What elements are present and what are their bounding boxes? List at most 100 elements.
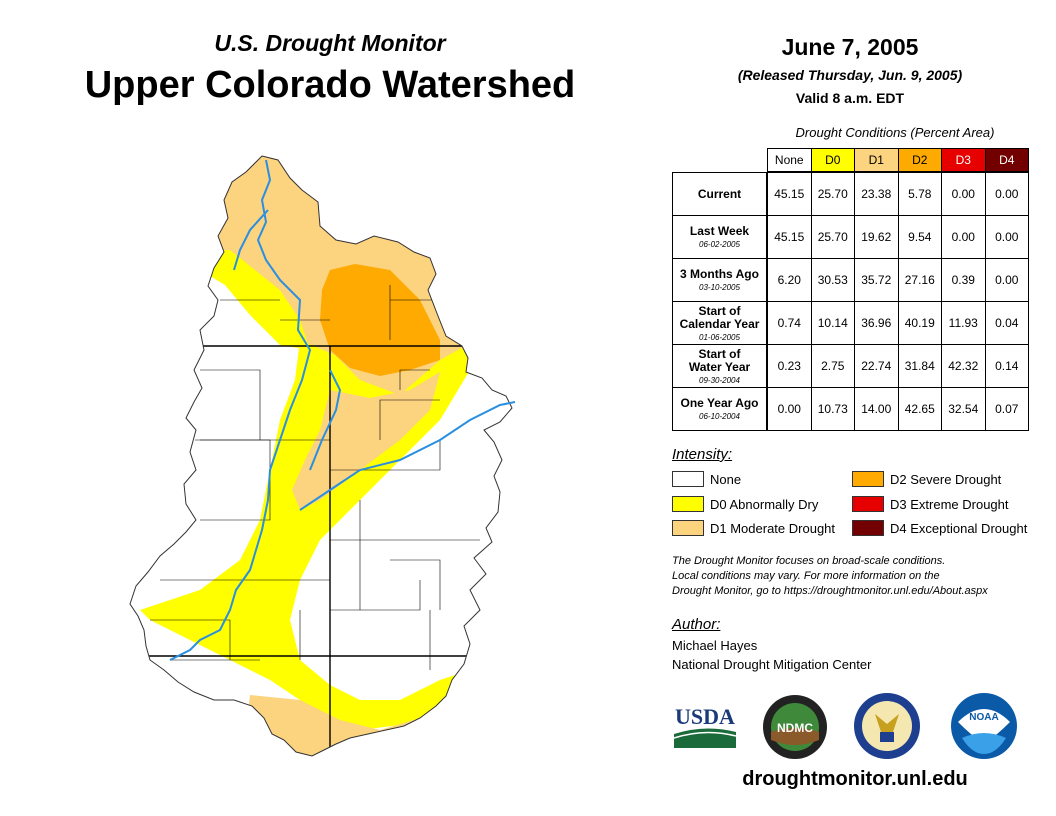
row-label-text: 3 Months Ago [680,267,759,281]
intensity-label: Intensity: [672,446,733,463]
column-header-d0: D0 [810,148,855,172]
ndmc-logo: NDMC [763,695,827,759]
table-cell: 31.84 [897,344,942,388]
table-row: One Year Ago 06-10-2004 0.00 10.73 14.00 42.6… [672,387,1029,431]
table-cell: 0.00 [984,258,1029,302]
table-cell: 36.96 [854,301,899,345]
row-date: 01-06-2005 [699,332,740,342]
table-cell: 27.16 [897,258,942,302]
website-url[interactable]: droughtmonitor.unl.edu [742,768,968,790]
table-cell: 30.53 [810,258,855,302]
row-label-text: Start of [698,303,741,318]
table-cell: 35.72 [854,258,899,302]
table-cell: 5.78 [897,172,942,216]
table-cell: 25.70 [810,215,855,259]
table-cell: 2.75 [810,344,855,388]
row-label: 3 Months Ago 03-10-2005 [672,258,767,302]
row-label: One Year Ago 06-10-2004 [672,387,767,431]
row-date: 03-10-2005 [699,283,740,292]
table-caption: Drought Conditions (Percent Area) [795,125,995,140]
monitor-note: The Drought Monitor focuses on broad-sca… [672,554,1042,599]
note-line: Local conditions may vary. For more info… [672,570,940,582]
noaa-logo-text: NOAA [969,712,998,723]
table-row: Last Week 06-02-2005 45.15 25.70 19.62 9.54 0.… [672,215,1029,259]
table-cell: 9.54 [897,215,942,259]
table-cell: 23.38 [854,172,899,216]
monitor-subtitle: U.S. Drought Monitor [214,30,446,56]
table-row: Start of Water Year 09-30-2004 0.23 2.75 22.7… [672,344,1029,388]
table-cell: 0.74 [767,301,812,345]
usda-logo: USDA [673,704,737,748]
row-label-text: Last Week [689,224,750,238]
ndmc-logo-text: NDMC [777,721,813,735]
row-label: Last Week 06-02-2005 [672,215,767,259]
author-label: Author: [672,616,721,633]
table-cell: 45.15 [767,215,812,259]
table-cell: 45.15 [767,172,812,216]
release-date: (Released Thursday, Jun. 9, 2005) [737,67,963,83]
legend-swatch [672,496,704,512]
table-cell: 0.39 [941,258,986,302]
table-row: 3 Months Ago 03-10-2005 6.20 30.53 35.72 27.1… [672,258,1029,302]
column-header-none: None [767,148,812,172]
legend-item: None [672,470,741,488]
watershed-map [129,155,516,757]
noaa-logo: NOAA [951,693,1017,759]
table-cell: 0.14 [984,344,1029,388]
table-cell: 42.65 [897,387,942,431]
column-header-d4: D4 [984,148,1029,172]
map-date: June 7, 2005 [781,34,919,60]
legend-swatch [672,520,704,536]
table-cell: 6.20 [767,258,812,302]
commerce-seal-logo [854,693,920,759]
legend-label: D3 Extreme Drought [890,496,1009,512]
row-label-text: Current [697,186,742,201]
legend-item: D4 Exceptional Drought [852,519,1027,537]
valid-time: Valid 8 a.m. EDT [795,90,905,106]
note-line: Drought Monitor, go to https://droughtmo… [672,585,988,597]
column-header-d3: D3 [941,148,986,172]
row-date: 09-30-2004 [699,375,740,385]
table-row: Start of Calendar Year 01-06-2005 0.74 10.14… [672,301,1029,345]
table-cell: 25.70 [810,172,855,216]
row-label-text: Calendar Year [679,316,760,331]
table-cell: 0.00 [941,172,986,216]
table-cell: 10.73 [810,387,855,431]
drought-conditions-table: None D0 D1 D2 D3 D4 Current 45.15 25.70 23.38 5.78… [672,148,1029,432]
map-title: Upper Colorado Watershed [84,64,576,106]
legend-item: D1 Moderate Drought [672,519,835,537]
column-header-d1: D1 [854,148,899,172]
table-cell: 42.32 [941,344,986,388]
d2-north-region [320,264,440,376]
river-network [169,159,516,661]
legend-swatch [672,471,704,487]
legend-item: D0 Abnormally Dry [672,495,818,513]
table-cell: 11.93 [941,301,986,345]
row-date: 06-10-2004 [699,412,740,421]
legend-swatch [852,471,884,487]
row-label-text: Water Year [688,359,751,374]
note-line: The Drought Monitor focuses on broad-sca… [672,555,946,567]
usda-logo-text: USDA [675,704,735,729]
legend-label: D0 Abnormally Dry [710,496,819,512]
author-organization: National Drought Mitigation Center [672,657,872,672]
table-cell: 0.00 [941,215,986,259]
intensity-legend: None D0 Abnormally Dry D1 Moderate Drought… [672,470,1052,540]
table-cell: 22.74 [854,344,899,388]
legend-label: D2 Severe Drought [890,471,1002,487]
row-label-text: Start of [698,346,741,361]
table-cell: 40.19 [897,301,942,345]
column-header-d2: D2 [897,148,942,172]
table-cell: 0.00 [767,387,812,431]
legend-swatch [852,496,884,512]
table-cell: 0.00 [984,172,1029,216]
table-cell: 10.14 [810,301,855,345]
legend-swatch [852,520,884,536]
row-label: Current [672,172,767,216]
legend-item: D2 Severe Drought [852,470,1001,488]
row-label: Start of Water Year 09-30-2004 [672,344,767,388]
legend-label: D4 Exceptional Drought [890,520,1028,536]
table-cell: 0.00 [984,215,1029,259]
d1-central-ribbon [292,372,440,510]
table-cell: 0.07 [984,387,1029,431]
